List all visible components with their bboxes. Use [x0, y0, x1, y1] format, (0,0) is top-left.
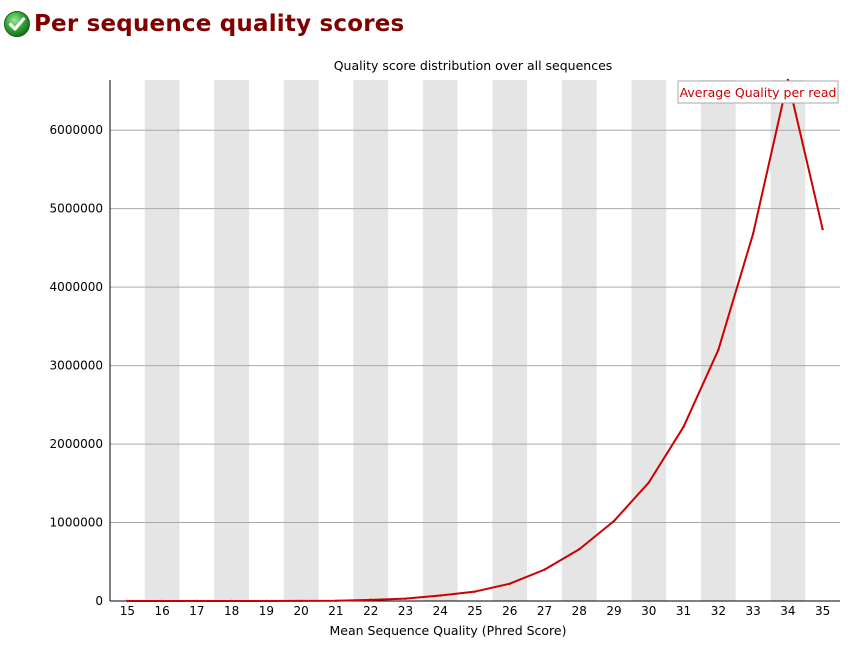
- y-tick-label: 2000000: [50, 437, 103, 451]
- data-point: [299, 599, 303, 603]
- y-tick-labels: 0 1000000 2000000 3000000 4000000 5000000 6000…: [50, 123, 103, 608]
- legend: Average Quality per read: [677, 80, 839, 104]
- y-tick-label: 0: [95, 594, 103, 608]
- legend-box: [677, 80, 839, 104]
- x-tick-label: 26: [502, 604, 517, 618]
- x-tick-label: 34: [780, 604, 795, 618]
- data-point: [647, 481, 651, 484]
- x-tick-label: 33: [745, 604, 760, 618]
- band: [283, 80, 319, 601]
- y-tick-label: 1000000: [50, 516, 103, 530]
- x-tick-label: 35: [815, 604, 830, 618]
- y-tick-label: 6000000: [50, 123, 103, 137]
- chart-title: Quality score distribution over all sequ…: [334, 58, 613, 73]
- y-tick-label: 4000000: [50, 280, 103, 294]
- grid-lines: [110, 129, 840, 524]
- band: [770, 80, 806, 601]
- x-tick-label: 28: [572, 604, 587, 618]
- series-layer: [126, 78, 824, 603]
- band: [492, 80, 528, 601]
- y-tick-label: 5000000: [50, 202, 103, 216]
- x-tick-label: 17: [189, 604, 204, 618]
- band: [631, 80, 667, 601]
- x-tick-labels: 15 16 17 18 19 20 21 22 23 24 25 26 27 28 29 30 31 32 33 34…: [120, 604, 831, 618]
- x-tick-label: 16: [155, 604, 170, 618]
- x-tick-label: 15: [120, 604, 135, 618]
- pass-check-icon: [4, 11, 30, 37]
- band: [144, 80, 180, 601]
- module-header: Per sequence quality scores: [3, 6, 404, 42]
- data-point: [543, 568, 546, 571]
- band: [214, 80, 250, 601]
- data-point: [195, 599, 199, 603]
- x-tick-label: 23: [398, 604, 413, 618]
- data-point: [404, 597, 407, 600]
- x-tick-label: 24: [433, 604, 448, 618]
- x-tick-label: 18: [224, 604, 239, 618]
- x-tick-label: 32: [711, 604, 726, 618]
- band: [700, 80, 736, 601]
- data-point: [717, 348, 720, 352]
- x-tick-label: 27: [537, 604, 552, 618]
- band: [422, 80, 458, 601]
- x-tick-label: 22: [363, 604, 378, 618]
- data-point: [682, 425, 685, 429]
- data-point: [369, 598, 372, 602]
- y-tick-label: 3000000: [50, 359, 103, 373]
- data-point: [508, 582, 511, 585]
- data-point: [473, 590, 477, 593]
- data-point: [439, 594, 442, 597]
- data-point: [821, 227, 824, 231]
- alternating-bands: [144, 80, 806, 601]
- data-point: [612, 519, 616, 523]
- x-tick-label: 30: [641, 604, 656, 618]
- band: [353, 80, 389, 601]
- x-tick-label: 29: [606, 604, 621, 618]
- data-point: [265, 599, 268, 603]
- x-tick-label: 20: [294, 604, 309, 618]
- legend-entry-average-quality: Average Quality per read: [680, 85, 837, 100]
- page-title: Per sequence quality scores: [34, 11, 405, 37]
- x-tick-label: 19: [259, 604, 274, 618]
- data-point: [751, 232, 755, 235]
- data-point: [126, 599, 129, 603]
- data-point: [160, 599, 164, 603]
- x-tick-label: 25: [467, 604, 482, 618]
- x-tick-label: 31: [676, 604, 691, 618]
- data-point: [334, 599, 338, 602]
- band: [561, 80, 597, 601]
- x-axis-label: Mean Sequence Quality (Phred Score): [330, 623, 567, 638]
- data-point: [230, 599, 233, 603]
- data-point: [578, 548, 581, 551]
- x-tick-label: 21: [328, 604, 343, 618]
